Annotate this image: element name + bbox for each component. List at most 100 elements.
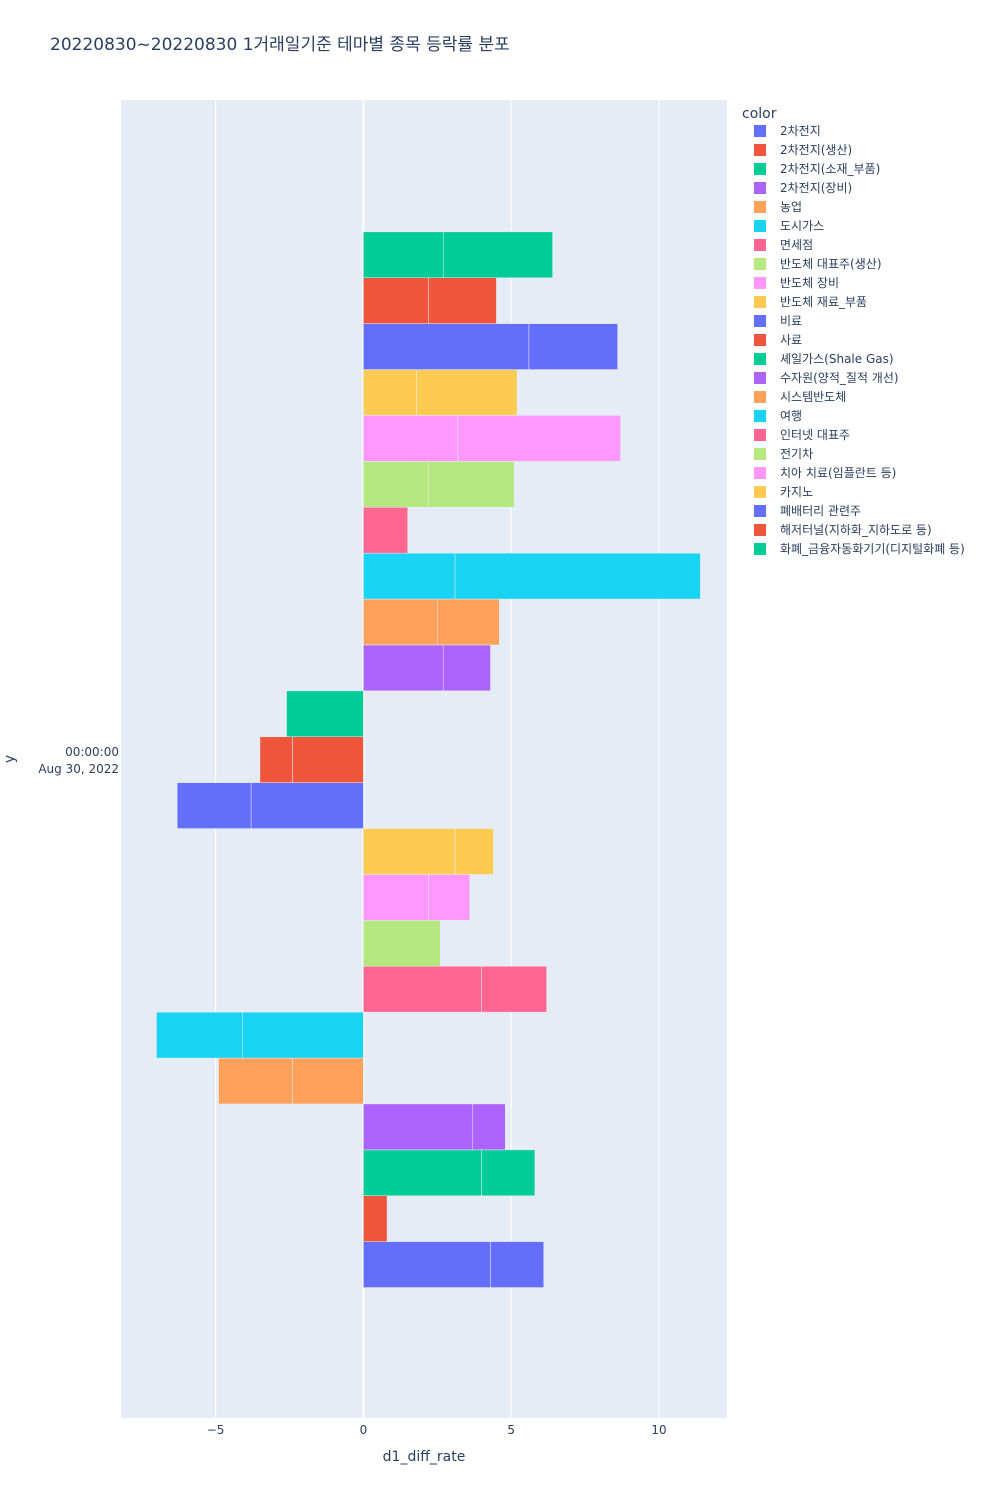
y-axis-title: y: [2, 755, 18, 763]
bar-segment: [442, 644, 491, 692]
legend-swatch: [754, 353, 766, 365]
bar-segment: [428, 277, 497, 324]
legend-title: color: [742, 106, 777, 122]
legend-label: 반도체 재료_부품: [780, 295, 867, 309]
bar-segment: [292, 1057, 364, 1105]
bar-segment: [428, 461, 515, 508]
y-tick-label-time: 00:00:00: [65, 745, 119, 759]
y-tick-label-date: Aug 30, 2022: [38, 762, 119, 776]
legend-swatch: [754, 467, 766, 479]
bar-segment: [481, 966, 547, 1013]
legend-label: 반도체 대표주(생산): [780, 257, 882, 271]
legend-swatch: [754, 125, 766, 137]
chart-title: 20220830~20220830 1거래일기준 테마별 종목 등락률 분포: [50, 35, 510, 55]
legend-label: 2차전지: [780, 124, 821, 138]
legend-label: 치아 치료(임플란트 등): [780, 466, 896, 480]
legend-label: 도시가스: [780, 219, 824, 233]
bar-segment: [241, 1011, 364, 1059]
bar-segment: [490, 1241, 544, 1288]
bar-segment: [363, 231, 444, 279]
bar-segment: [416, 369, 518, 416]
bar-segment: [363, 644, 444, 692]
legend-label: 2차전지(소재_부품): [780, 162, 880, 176]
bar-segment: [363, 1195, 388, 1242]
bar-segment: [292, 736, 364, 783]
bar-segment: [363, 1149, 482, 1196]
x-tick-label: 10: [651, 1423, 666, 1437]
x-tick-label: −5: [207, 1423, 225, 1437]
bars: [156, 231, 701, 1288]
legend-label: 전기차: [780, 447, 813, 461]
x-axis-ticks: −5 0 5 10: [207, 1423, 667, 1437]
legend-swatch: [754, 201, 766, 213]
legend-swatch: [754, 144, 766, 156]
bar-segment: [363, 1103, 474, 1151]
legend-swatch: [754, 543, 766, 555]
legend-swatch: [754, 220, 766, 232]
legend-label: 반도체 장비: [780, 276, 839, 290]
bar-segment: [481, 1149, 536, 1196]
legend-label: 인터넷 대표주: [780, 428, 850, 442]
bar-segment: [363, 507, 408, 554]
bar-segment: [363, 966, 482, 1013]
bar-segment: [286, 690, 364, 737]
bar-segment: [454, 828, 494, 875]
bar-segment: [472, 1103, 506, 1151]
legend-swatch: [754, 486, 766, 498]
legend: color 2차전지 2차전지(생산) 2차전지(소재_부품) 2차전지(장비) 농업도…: [742, 106, 965, 556]
bar-segment: [156, 1011, 243, 1059]
legend-swatch: [754, 239, 766, 251]
legend-label: 농업: [780, 200, 802, 214]
legend-label: 면세점: [780, 238, 813, 252]
legend-swatch: [754, 372, 766, 384]
bar-segment: [528, 323, 618, 370]
bar-segment: [363, 277, 429, 324]
bar-segment: [363, 323, 530, 370]
legend-swatch: [754, 524, 766, 536]
bar-segment: [457, 415, 621, 462]
bar-segment: [250, 782, 364, 829]
x-tick-label: 0: [360, 1423, 368, 1437]
bar-segment: [363, 920, 441, 967]
legend-label: 시스템반도체: [780, 390, 846, 404]
legend-swatch: [754, 296, 766, 308]
legend-label: 해저터널(지하화_지하도로 등): [780, 523, 932, 537]
legend-swatch: [754, 258, 766, 270]
legend-swatch: [754, 277, 766, 289]
bar-segment: [428, 874, 471, 921]
bar-segment: [218, 1057, 293, 1105]
bar-segment: [176, 782, 252, 829]
legend-swatch: [754, 315, 766, 327]
legend-swatch: [754, 505, 766, 517]
bar-segment: [363, 828, 456, 875]
legend-swatch: [754, 429, 766, 441]
legend-label: 2차전지(생산): [780, 143, 852, 157]
legend-label: 비료: [780, 314, 802, 328]
bar-segment: [363, 874, 429, 921]
bar-segment: [363, 598, 438, 646]
bar-segment: [363, 369, 417, 416]
legend-label: 셰일가스(Shale Gas): [780, 352, 894, 366]
legend-swatch: [754, 182, 766, 194]
legend-swatch: [754, 448, 766, 460]
bar-segment: [363, 461, 429, 508]
legend-label: 카지노: [780, 485, 813, 499]
legend-swatch: [754, 391, 766, 403]
legend-swatch: [754, 163, 766, 175]
bar-segment: [259, 736, 293, 783]
x-tick-label: 5: [507, 1423, 515, 1437]
bar-segment: [363, 552, 456, 600]
legend-label: 화폐_금융자동화기기(디지털화폐 등): [780, 542, 965, 556]
x-axis-title: d1_diff_rate: [383, 1449, 466, 1465]
legend-label: 사료: [780, 333, 802, 347]
bar-segment: [437, 598, 500, 646]
legend-label: 수자원(양적_질적 개선): [780, 371, 899, 385]
legend-label: 2차전지(장비): [780, 181, 852, 195]
bar-segment: [442, 231, 553, 279]
bar-segment: [363, 1241, 491, 1288]
bar-segment: [363, 415, 459, 462]
bar-segment: [454, 552, 701, 600]
legend-label: 여행: [780, 408, 802, 423]
